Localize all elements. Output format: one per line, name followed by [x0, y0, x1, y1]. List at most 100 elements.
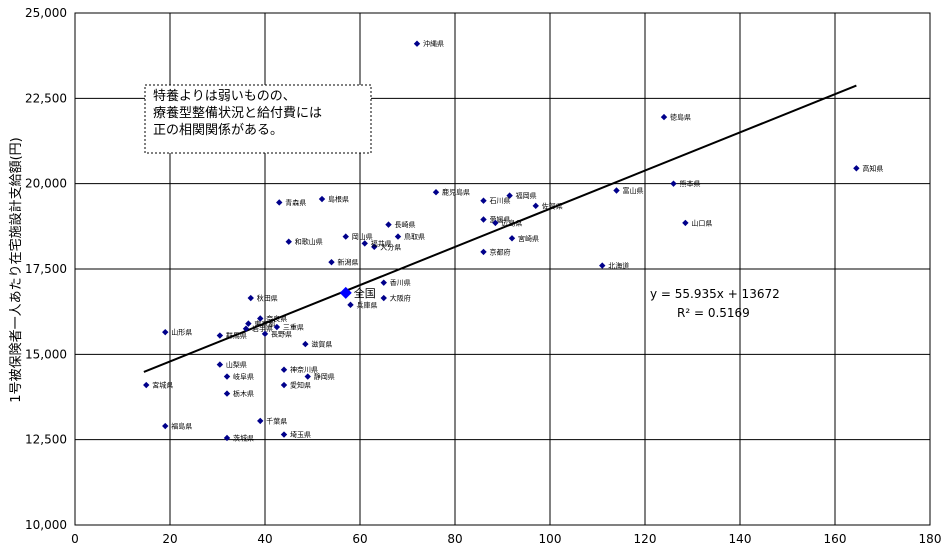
point-marker: [245, 320, 252, 327]
point-marker: [670, 180, 677, 187]
point-label: 静岡県: [314, 372, 335, 381]
point-label: 岡山県: [352, 232, 373, 241]
point-label: 滋賀県: [311, 340, 332, 349]
point-marker: [257, 315, 264, 322]
data-point: 富山県: [613, 186, 644, 195]
data-point: 福井県: [361, 239, 392, 248]
annotation-line-1: 特養よりは弱いものの、: [153, 88, 296, 104]
data-point: 奈良県: [257, 314, 287, 323]
trendline-equation: y = 55.935x + 13672: [650, 287, 780, 301]
point-label: 神奈川県: [290, 365, 318, 374]
point-label: 大分県: [380, 242, 401, 251]
y-tick-label: 15,000: [25, 347, 67, 361]
point-label: 沖縄県: [423, 39, 444, 48]
point-marker: [223, 390, 231, 397]
point-marker: [257, 417, 264, 425]
point-marker: [385, 221, 392, 228]
point-label: 熊本県: [680, 179, 701, 188]
data-point: 三重県: [273, 323, 304, 332]
point-marker: [273, 323, 281, 331]
point-label: 岩手県: [252, 324, 273, 333]
point-label: 奈良県: [266, 314, 287, 323]
y-tick-label: 20,000: [25, 177, 67, 191]
point-marker: [216, 361, 224, 368]
point-marker: [506, 192, 513, 199]
data-point: 福島県: [162, 422, 192, 431]
point-marker: [361, 240, 368, 247]
data-point: 茨城県: [223, 433, 254, 442]
x-tick-label: 60: [352, 532, 367, 546]
point-marker: [276, 199, 283, 206]
point-label: 愛知県: [290, 381, 311, 390]
point-label: 山梨県: [226, 360, 247, 369]
data-point: 和歌山県: [285, 237, 323, 246]
point-label: 広島県: [501, 218, 522, 227]
y-tick-label: 22,500: [25, 91, 67, 105]
data-point: 岐阜県: [223, 372, 254, 381]
data-point: 東京都: [245, 319, 275, 328]
data-point: 石川県: [480, 197, 511, 205]
y-axis-label: 1号被保険者一人あたり在宅施設計支給額(円): [8, 137, 24, 402]
y-tick-label: 12,500: [25, 433, 67, 447]
data-point: 沖縄県: [413, 39, 444, 48]
point-label: 長野県: [271, 330, 292, 338]
point-marker: [480, 248, 487, 256]
point-label: 北海道: [608, 261, 629, 270]
data-point: 群馬県: [216, 331, 247, 340]
point-label: 宮崎県: [518, 234, 539, 243]
point-label: 大阪府: [390, 294, 411, 303]
y-tick-label: 10,000: [25, 518, 67, 532]
data-point: 長崎県: [385, 220, 416, 229]
data-point: 大分県: [371, 242, 401, 251]
x-tick-label: 100: [539, 532, 562, 546]
point-marker: [394, 233, 402, 240]
point-label: 青森県: [285, 198, 306, 207]
point-marker: [599, 262, 606, 269]
data-point: 宮崎県: [508, 234, 539, 243]
x-tick-label: 40: [257, 532, 272, 546]
data-point: 青森県: [276, 198, 306, 207]
point-marker: [480, 216, 487, 223]
point-marker: [380, 294, 387, 302]
point-marker: [285, 238, 292, 245]
gridlines: [74, 12, 931, 526]
point-marker: [216, 332, 224, 339]
trendline: [143, 84, 857, 373]
point-label: 鳥取県: [404, 232, 425, 241]
point-marker: [613, 187, 620, 194]
x-tick-label: 180: [919, 532, 942, 546]
data-point: 鳥取県: [394, 232, 425, 241]
point-label: 千葉県: [266, 416, 287, 425]
data-point: 京都府: [480, 247, 511, 256]
y-axis-ticks: 10,000 12,500 15,000 17,500 20,000 22,500 25,0…: [25, 6, 67, 532]
point-label: 徳島県: [670, 113, 691, 122]
point-marker: [660, 113, 668, 121]
data-point: 鹿児島県: [432, 188, 470, 197]
x-axis-ticks: 0 20 40 60 80 100 120 140 160 180: [71, 532, 941, 546]
data-point: 神奈川県: [280, 365, 318, 374]
data-point: 長野県: [261, 330, 292, 338]
point-label: 高知県: [862, 164, 883, 173]
point-label: 山口県: [691, 218, 712, 227]
x-tick-label: 140: [729, 532, 752, 546]
y-tick-label: 25,000: [25, 6, 67, 20]
data-point: 千葉県: [257, 416, 287, 425]
y-tick-label: 17,500: [25, 262, 67, 276]
point-marker: [223, 434, 231, 442]
point-label: 長崎県: [395, 220, 416, 229]
data-point: 佐賀県: [532, 201, 563, 210]
point-marker: [347, 301, 354, 309]
point-marker: [682, 219, 689, 227]
point-label: 福島県: [171, 422, 192, 431]
point-label: 石川県: [490, 197, 511, 205]
point-label: 兵庫県: [357, 300, 378, 309]
point-marker: [480, 197, 487, 204]
point-marker: [280, 381, 288, 389]
point-label: 富山県: [623, 186, 644, 195]
point-marker: [304, 373, 311, 380]
data-point: 熊本県: [670, 179, 701, 188]
point-marker: [261, 330, 269, 338]
point-label: 佐賀県: [542, 201, 563, 210]
point-label: 埼玉県: [290, 430, 311, 439]
